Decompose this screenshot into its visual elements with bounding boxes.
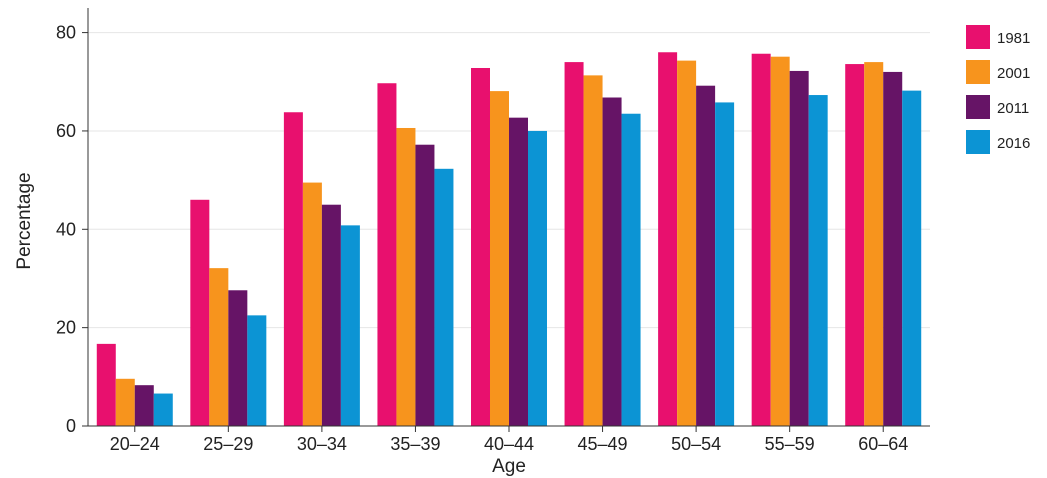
bar-1981-5: [564, 62, 584, 426]
bar-2011-4: [509, 117, 528, 427]
x-tick-label: 45–49: [578, 434, 628, 454]
bars: [96, 52, 922, 427]
y-axis-ticks: 0 20 40 60 80: [56, 23, 88, 436]
bar-2001-6: [677, 60, 697, 426]
bar-2016-1: [247, 315, 267, 426]
bar-2001-0: [115, 378, 135, 426]
bar-2001-1: [209, 268, 229, 426]
bar-2011-3: [415, 144, 435, 427]
y-tick-label: 60: [56, 121, 76, 141]
legend-swatch-2011: [966, 95, 990, 119]
bar-2016-5: [621, 113, 641, 427]
bar-2016-6: [715, 102, 735, 426]
x-tick-label: 30–34: [297, 434, 347, 454]
y-tick-label: 40: [56, 219, 76, 239]
bar-2016-4: [528, 130, 547, 427]
bar-2011-5: [602, 97, 622, 427]
bar-2016-7: [808, 95, 828, 426]
bar-1981-6: [658, 52, 678, 427]
x-tick-label: 25–29: [203, 434, 253, 454]
bar-2001-5: [583, 75, 603, 426]
bar-1981-7: [751, 53, 771, 426]
bar-2011-8: [883, 71, 903, 426]
x-tick-label: 35–39: [390, 434, 440, 454]
bar-1981-3: [377, 83, 397, 427]
bar-2011-1: [228, 290, 248, 426]
bar-2016-8: [902, 90, 922, 427]
legend-swatch-2001: [966, 60, 990, 84]
bar-2011-0: [134, 385, 154, 426]
bar-1981-8: [845, 64, 865, 426]
y-tick-label: 80: [56, 23, 76, 43]
x-axis-ticks: 20–24 25–29 30–34 35–39 40–44 45–49 50–54 55–59…: [110, 426, 908, 454]
x-tick-label: 60–64: [858, 434, 908, 454]
x-tick-label: 55–59: [765, 434, 815, 454]
legend-label: 2016: [997, 135, 1030, 152]
y-tick-label: 20: [56, 318, 76, 338]
bar-2011-2: [321, 204, 341, 426]
bar-1981-1: [190, 199, 210, 426]
bar-2016-0: [153, 393, 173, 426]
legend-swatch-1981: [966, 25, 990, 49]
bar-2001-8: [864, 62, 884, 426]
y-axis-title: Percentage: [14, 172, 35, 269]
bar-2001-2: [302, 182, 322, 426]
bar-1981-4: [471, 67, 490, 426]
bar-1981-2: [283, 112, 303, 426]
bar-2001-4: [490, 91, 509, 426]
bar-2011-7: [789, 70, 809, 426]
y-tick-label: 0: [66, 416, 76, 436]
legend-label: 2011: [997, 100, 1029, 117]
legend-swatch-2016: [966, 130, 990, 154]
bar-2016-3: [434, 168, 454, 426]
bar-1981-0: [96, 343, 116, 426]
x-tick-label: 20–24: [110, 434, 160, 454]
x-tick-label: 40–44: [484, 434, 534, 454]
x-tick-label: 50–54: [671, 434, 721, 454]
legend-label: 2001: [997, 65, 1030, 82]
x-axis-title: Age: [492, 456, 526, 477]
bar-2011-6: [696, 85, 716, 426]
bar-2016-2: [340, 225, 360, 426]
legend-label: 1981: [997, 30, 1030, 47]
legend: 1981 2001 2011 2016: [966, 25, 1030, 154]
bar-2001-3: [396, 127, 416, 426]
bar-2001-7: [770, 56, 790, 427]
